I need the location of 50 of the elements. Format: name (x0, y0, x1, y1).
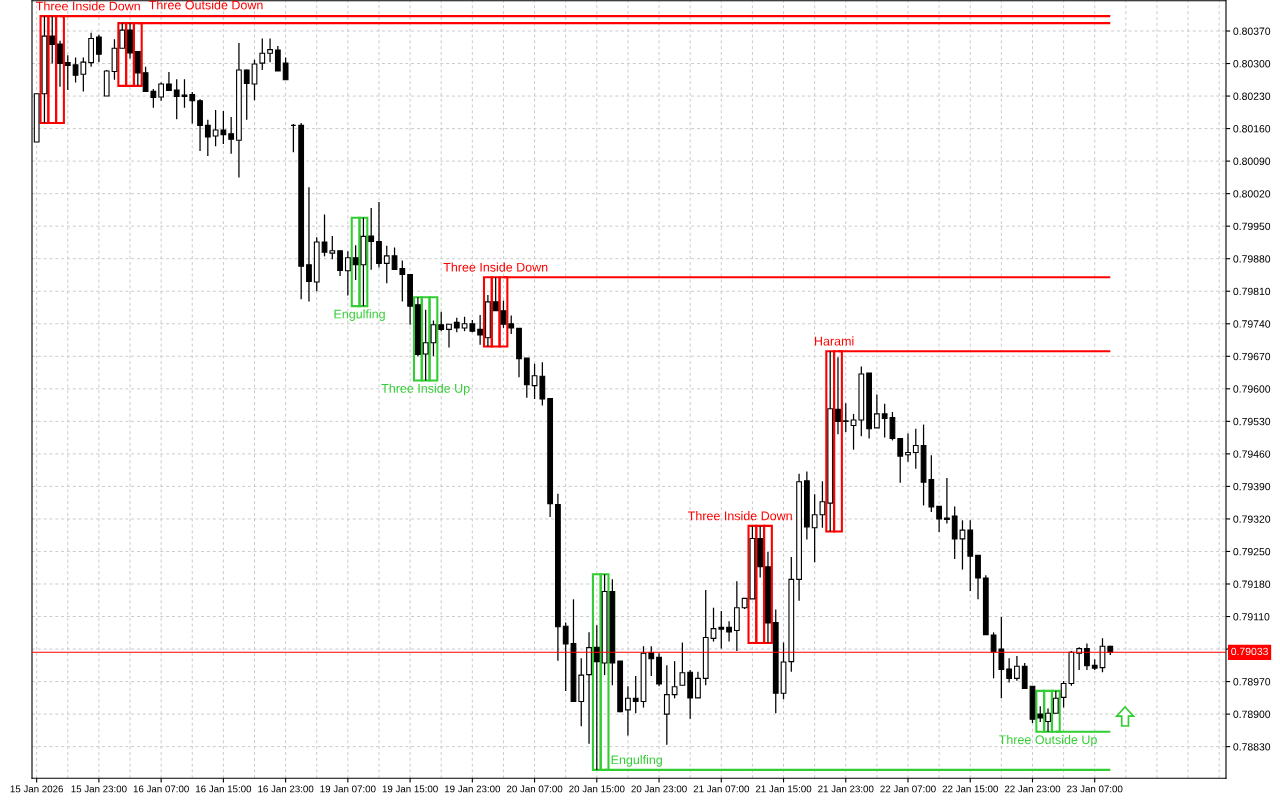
y-tick-label: 0.79110 (1233, 613, 1270, 621)
y-tick-label: 0.80230 (1233, 92, 1271, 100)
x-tick-label: 16 Jan 15:00 (196, 785, 252, 793)
y-tick-label: 0.78830 (1233, 743, 1271, 751)
series-label: Three Outside Up (998, 734, 1097, 747)
y-tick-label: 0.79460 (1233, 450, 1271, 458)
y-tick-label: 0.80300 (1233, 60, 1271, 68)
x-tick-label: 22 Jan 23:00 (1004, 785, 1061, 793)
x-tick-label: 19 Jan 07:00 (320, 785, 376, 793)
x-tick-label: 22 Jan 07:00 (880, 785, 936, 793)
x-tick-label: 15 Jan 2026 (10, 785, 63, 793)
y-tick-label: 0.79810 (1233, 287, 1271, 296)
x-tick-label: 15 Jan 23:00 (71, 785, 127, 793)
y-tick-label: 0.79600 (1233, 385, 1271, 393)
y-tick-label: 0.79250 (1233, 547, 1271, 556)
series-label: Three Inside Down (688, 511, 792, 521)
x-tick-label: 21 Jan 23:00 (818, 785, 874, 793)
x-tick-label: 23 Jan 07:00 (1067, 785, 1123, 793)
series-label: Engulfing (334, 309, 385, 321)
series-label: Three Inside Down (36, 1, 140, 11)
x-tick-label: 20 Jan 07:00 (506, 785, 563, 793)
y-tick-label: 0.80370 (1233, 27, 1271, 35)
y-tick-label: 0.80160 (1233, 125, 1271, 133)
y-tick-label: 0.80020 (1233, 190, 1271, 198)
series-label: Three Inside Up (381, 383, 470, 396)
y-tick-label: 0.78970 (1233, 678, 1271, 686)
y-tick-label: 0.79390 (1233, 482, 1271, 491)
series-label: Harami (814, 336, 854, 346)
series-label: Three Outside Down (148, 0, 263, 10)
series-label: Three Inside Down (443, 262, 548, 272)
y-tick-label: 0.79670 (1233, 352, 1271, 361)
y-tick-label: 0.79950 (1233, 222, 1271, 231)
y-tick-label: 0.80090 (1233, 157, 1271, 165)
y-tick-label: 0.79180 (1233, 580, 1271, 588)
x-tick-label: 20 Jan 15:00 (569, 785, 625, 793)
y-tick-label: 0.79530 (1233, 417, 1271, 426)
x-tick-label: 21 Jan 15:00 (755, 785, 812, 793)
x-tick-label: 19 Jan 23:00 (444, 785, 501, 793)
x-tick-label: 22 Jan 15:00 (942, 785, 998, 793)
y-tick-label: 0.79880 (1233, 255, 1271, 263)
ref-line-label: 0.79033 (1231, 647, 1268, 656)
x-tick-label: 21 Jan 07:00 (693, 785, 750, 793)
series-label: Engulfing (611, 755, 662, 767)
x-tick-label: 20 Jan 23:00 (631, 785, 687, 793)
y-tick-label: 0.79320 (1233, 515, 1271, 523)
x-tick-label: 16 Jan 23:00 (258, 785, 314, 793)
x-tick-label: 16 Jan 07:00 (133, 785, 189, 793)
y-tick-label: 0.79740 (1233, 320, 1271, 328)
x-tick-label: 19 Jan 15:00 (382, 785, 438, 793)
y-tick-label: 0.78900 (1233, 710, 1271, 718)
